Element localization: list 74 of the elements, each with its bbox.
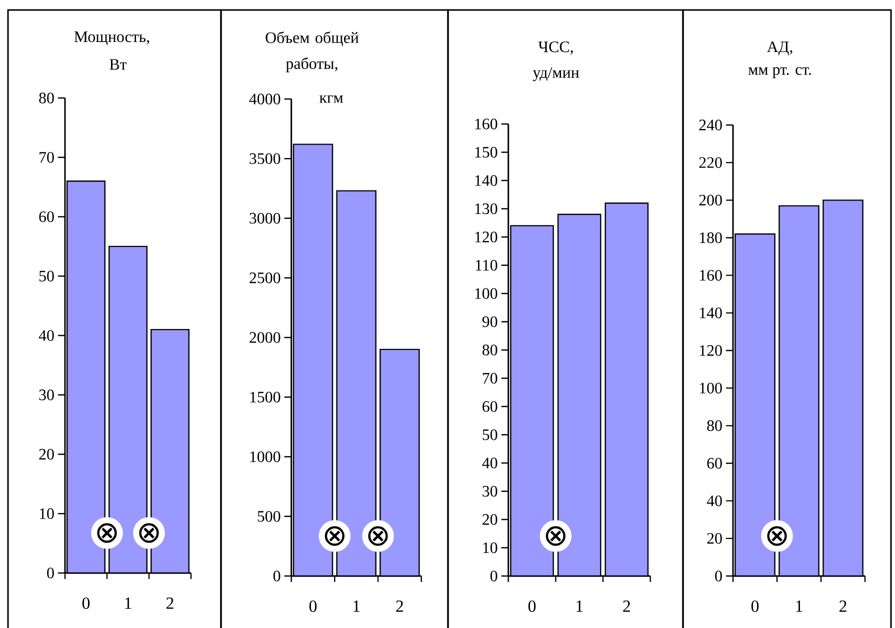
y-tick-label: 120 (475, 232, 498, 242)
y-tick-label: 150 (475, 146, 498, 158)
annotation: ⊗ (139, 523, 159, 543)
y-tick-label: 20 (39, 448, 54, 460)
x-tick-label: 2 (396, 600, 403, 612)
y-tick-label: 60 (39, 211, 54, 222)
y-tick-label: 100 (475, 288, 498, 299)
y-axis-title: уд/мин (532, 67, 579, 82)
x-tick-label: 1 (576, 600, 583, 612)
chart-title: Объем общей работы, (266, 32, 359, 72)
y-tick-label: 80 (707, 420, 722, 432)
y-tick-label: 70 (40, 152, 54, 163)
y-tick-label: 70 (482, 372, 498, 384)
x-tick-label: 0 (528, 600, 536, 612)
y-tick-label: 220 (699, 157, 722, 168)
y-tick-label: 140 (700, 308, 722, 318)
x-tick-label: 2 (840, 600, 846, 612)
y-tick-label: 60 (707, 458, 722, 469)
y-tick-label: 50 (39, 270, 54, 282)
x-tick-label: 2 (623, 600, 630, 612)
y-tick-label: 160 (475, 118, 498, 130)
y-tick-label: 10 (40, 508, 54, 520)
y-tick-label: 100 (700, 382, 722, 394)
x-tick-label: 0 (309, 600, 317, 612)
y-tick-label: 30 (39, 390, 54, 400)
y-tick-label: 10 (483, 542, 498, 554)
y-tick-label: 2500 (250, 272, 280, 284)
x-tick-label: 0 (751, 600, 759, 612)
y-axis-title: Вт (110, 59, 127, 70)
y-tick-label: 4000 (249, 94, 280, 104)
y-tick-label: 130 (475, 203, 498, 214)
y-tick-label: 50 (482, 429, 498, 440)
y-tick-label: 200 (699, 194, 722, 206)
y-tick-label: 40 (706, 495, 722, 506)
annotation: ⊗ (324, 526, 344, 546)
x-tick-label: 1 (796, 600, 802, 612)
y-tick-label: 90 (482, 316, 498, 328)
y-tick-label: 40 (482, 458, 498, 468)
chart-title: Мощность, (74, 32, 150, 46)
y-tick-label: 60 (482, 401, 498, 412)
y-tick-label: 180 (700, 232, 722, 244)
y-tick-label: 2000 (250, 332, 280, 343)
y-tick-label: 240 (699, 120, 722, 130)
annotation: ⊗ (767, 526, 787, 546)
y-tick-label: 0 (273, 570, 280, 582)
y-tick-label: 30 (482, 486, 498, 497)
x-tick-label: 0 (82, 598, 90, 609)
annotation: ⊗ (546, 526, 566, 546)
y-tick-label: 20 (482, 514, 498, 525)
y-tick-label: 3000 (250, 212, 280, 224)
y-tick-label: 20 (707, 533, 722, 544)
y-tick-label: 1500 (250, 392, 280, 403)
y-tick-label: 110 (476, 260, 498, 271)
x-tick-label: 2 (166, 598, 174, 609)
annotation: ⊗ (97, 523, 117, 543)
y-tick-label: 160 (700, 270, 722, 281)
chart-title: АД, (766, 42, 792, 56)
y-axis-title: кгм (319, 95, 343, 103)
y-tick-label: 40 (38, 330, 54, 341)
y-tick-label: 120 (700, 345, 722, 356)
x-tick-label: 1 (354, 600, 360, 612)
y-tick-label: 500 (258, 511, 280, 522)
x-tick-label: 1 (125, 598, 132, 609)
y-axis-title: мм рт. ст. (748, 67, 811, 78)
y-tick-label: 140 (475, 175, 498, 186)
chart-title: ЧСС, (538, 42, 573, 55)
y-tick-label: 1000 (250, 451, 280, 462)
y-tick-label: 80 (39, 92, 54, 104)
annotation: ⊗ (368, 526, 388, 546)
y-tick-label: 0 (490, 570, 498, 582)
y-tick-label: 3500 (250, 153, 280, 164)
y-tick-label: 0 (47, 568, 54, 578)
y-tick-label: 80 (482, 344, 498, 356)
y-tick-label: 0 (715, 570, 722, 582)
